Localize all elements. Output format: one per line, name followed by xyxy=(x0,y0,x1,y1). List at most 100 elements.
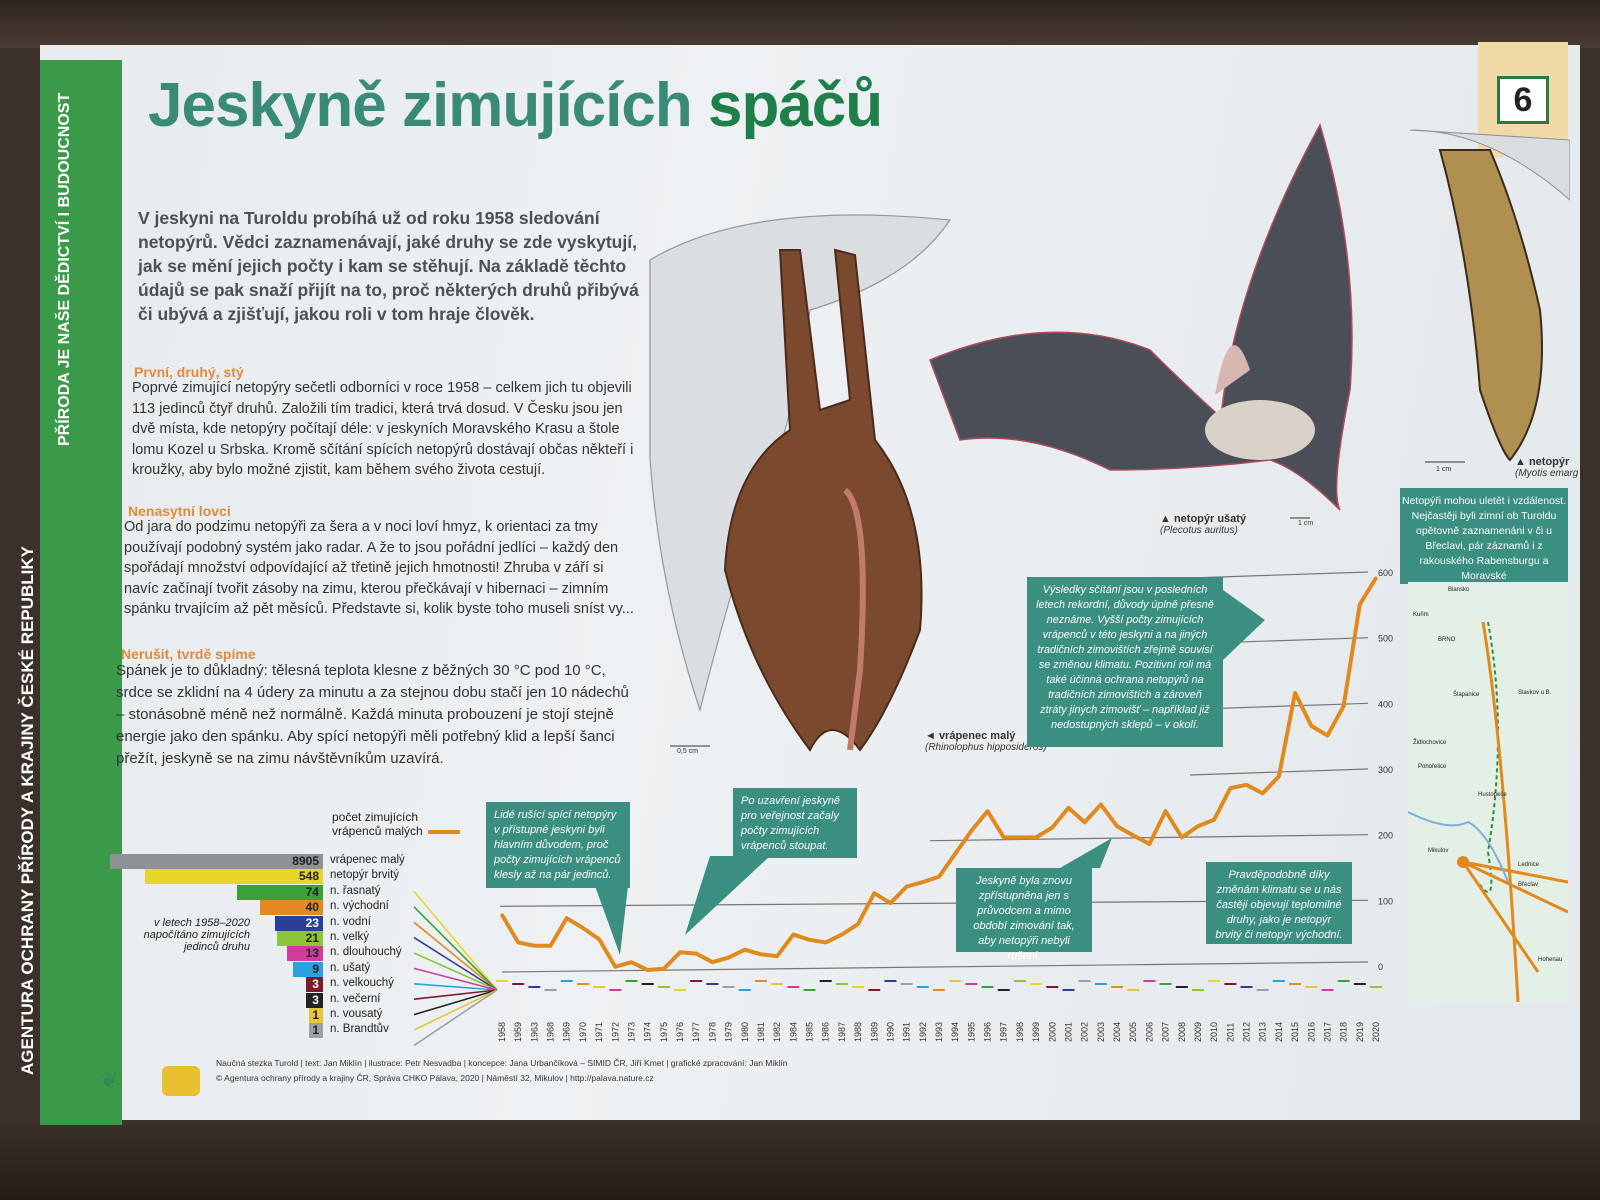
data-point xyxy=(824,940,828,944)
x-tick-label: 2012 xyxy=(1242,1022,1252,1042)
data-point xyxy=(791,933,795,937)
x-tick-label: 2016 xyxy=(1306,1022,1316,1042)
line-legend-label: počet zimujících vrápenců malých xyxy=(332,810,423,838)
x-tick-label: 1976 xyxy=(675,1022,685,1042)
species-presence-mark xyxy=(528,986,541,988)
x-tick-label: 1986 xyxy=(821,1022,831,1042)
species-presence-mark xyxy=(997,989,1010,991)
data-point xyxy=(921,880,925,884)
x-tick-label: 1973 xyxy=(626,1022,636,1042)
species-bar: 1 xyxy=(309,1008,323,1023)
data-point xyxy=(581,926,585,930)
callout-pointer xyxy=(1060,838,1112,868)
data-point xyxy=(710,960,714,964)
data-point xyxy=(565,916,569,920)
x-tick-label: 1988 xyxy=(853,1022,863,1042)
species-presence-mark xyxy=(496,980,508,982)
species-label: n. východní xyxy=(330,900,389,913)
x-tick-label: 1990 xyxy=(885,1022,895,1042)
x-tick-label: 1997 xyxy=(999,1022,1009,1042)
data-point xyxy=(856,922,860,926)
intro-text: V jeskyni na Turoldu probíhá už od roku … xyxy=(138,208,639,324)
y-tick-label: 300 xyxy=(1378,765,1393,775)
species-presence-mark xyxy=(1046,986,1059,988)
species-presence-mark xyxy=(1337,980,1350,982)
page-title: Jeskyně zimujících spáčů xyxy=(148,70,883,141)
species-presence-mark xyxy=(949,980,962,982)
species-presence-mark xyxy=(981,986,994,988)
species-presence-mark xyxy=(819,980,832,982)
migration-callout: Netopýři mohou uletět i vzdálenost. Nejč… xyxy=(1400,488,1568,584)
species-presence-mark xyxy=(1224,983,1237,985)
species-presence-mark xyxy=(690,980,703,982)
x-tick-label: 1980 xyxy=(740,1022,750,1042)
species-presence-mark xyxy=(722,986,735,988)
species-presence-mark xyxy=(916,986,929,988)
species-presence-mark xyxy=(1030,983,1043,985)
species-presence-mark xyxy=(625,980,638,982)
data-point xyxy=(1374,576,1378,580)
species-presence-mark xyxy=(771,983,784,985)
x-tick-label: 1982 xyxy=(772,1022,782,1042)
species-presence-mark xyxy=(512,983,525,985)
species-presence-mark xyxy=(1256,989,1269,991)
x-tick-label: 1968 xyxy=(546,1022,556,1042)
x-tick-label: 1970 xyxy=(578,1022,588,1042)
species-connector xyxy=(413,967,498,991)
section-heading: Nenasytní lovci xyxy=(128,503,231,519)
x-tick-label: 1974 xyxy=(643,1022,653,1042)
species-connector xyxy=(413,952,498,991)
species-presence-mark xyxy=(1305,986,1318,988)
x-tick-label: 2000 xyxy=(1047,1022,1057,1042)
species-label: netopýr brvitý xyxy=(330,869,400,882)
species-presence-mark xyxy=(1175,986,1188,988)
callout-pointer xyxy=(1223,590,1265,660)
species-presence-mark xyxy=(1321,989,1334,991)
green-side-strip xyxy=(40,60,122,1125)
species-presence-mark xyxy=(706,983,719,985)
x-tick-label: 1987 xyxy=(837,1022,847,1042)
x-tick-label: 1985 xyxy=(805,1022,815,1042)
callout-records: Výsledky sčítání jsou v posledních letec… xyxy=(1027,577,1223,747)
species-presence-mark xyxy=(1272,980,1285,982)
data-point xyxy=(1261,791,1265,795)
x-tick-label: 1981 xyxy=(756,1022,766,1042)
species-bar: 548 xyxy=(145,869,323,885)
data-point xyxy=(662,967,666,971)
data-point xyxy=(727,956,731,960)
species-bar: 23 xyxy=(275,915,323,931)
map-label: Lednice xyxy=(1518,862,1540,868)
species-presence-mark xyxy=(965,983,978,985)
map-label: Kuřim xyxy=(1413,612,1429,618)
wood-frame-bottom xyxy=(0,1120,1600,1200)
data-point xyxy=(1325,734,1329,738)
data-point xyxy=(759,952,763,956)
data-point xyxy=(1196,824,1200,828)
data-point xyxy=(1034,835,1038,839)
x-tick-label: 2014 xyxy=(1274,1022,1284,1042)
data-point xyxy=(969,829,973,833)
species-bar: 13 xyxy=(286,946,323,962)
species-latin: (Myotis emarg xyxy=(1515,468,1579,479)
y-tick-label: 500 xyxy=(1378,634,1393,644)
species-presence-mark xyxy=(609,989,622,991)
species-label: n. dlouhouchý xyxy=(330,946,402,959)
species-latin: (Plecotus auritus) xyxy=(1160,525,1238,536)
species-name: ◄ vrápenec malý xyxy=(925,730,1016,742)
species-presence-mark xyxy=(544,989,557,991)
data-point xyxy=(1115,824,1119,828)
species-connector xyxy=(413,989,498,1047)
scale-label: 1 cm xyxy=(1298,520,1314,527)
data-point xyxy=(840,933,844,937)
data-point xyxy=(613,965,617,969)
callout-closure: Po uzavření jeskyně pro veřejnost začaly… xyxy=(733,788,857,858)
data-point xyxy=(1099,803,1103,807)
data-point xyxy=(953,852,957,856)
data-point xyxy=(743,948,747,952)
y-tick-label: 600 xyxy=(1378,568,1393,578)
data-point xyxy=(1002,835,1006,839)
species-connector xyxy=(413,921,498,991)
data-point xyxy=(1147,842,1151,846)
data-point xyxy=(532,944,536,948)
